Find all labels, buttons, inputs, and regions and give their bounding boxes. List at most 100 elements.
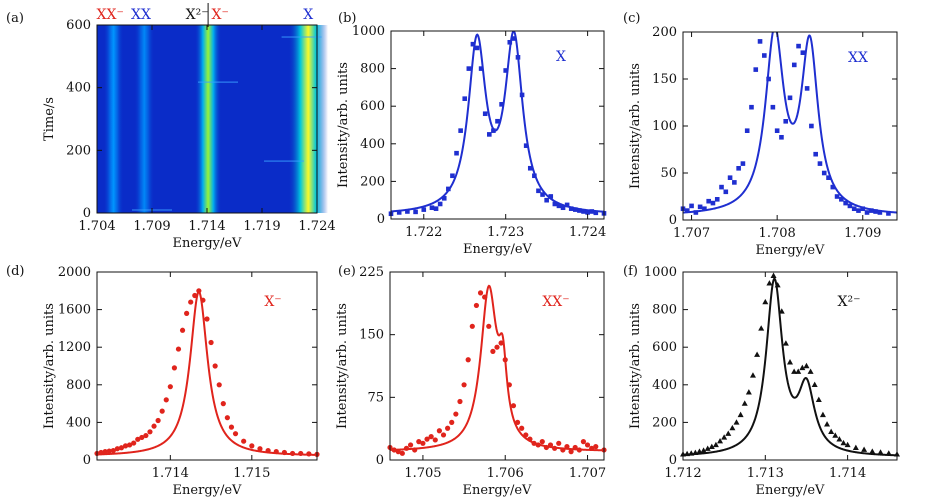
data-point — [249, 443, 255, 449]
data-point — [429, 205, 435, 211]
data-point — [869, 208, 874, 213]
data-point — [723, 189, 729, 195]
data-point — [477, 290, 484, 296]
data-point — [828, 428, 835, 434]
data-point — [413, 209, 418, 215]
emission-line — [103, 25, 124, 213]
data-point — [228, 424, 235, 430]
blink-streak — [198, 81, 238, 83]
data-point — [684, 450, 691, 457]
data-point — [787, 359, 793, 365]
x-axis-label: Energy/eV — [756, 483, 826, 498]
y-tick-label: 100 — [652, 119, 677, 134]
y-tick-label: 400 — [652, 378, 677, 393]
data-point — [736, 166, 741, 171]
peak-annotation: X²⁻ — [838, 294, 861, 310]
data-point — [791, 62, 797, 68]
y-axis-label: Time/s — [42, 97, 57, 141]
data-point — [102, 448, 108, 455]
data-point — [774, 128, 780, 133]
data-point — [830, 184, 836, 190]
data-point — [745, 389, 752, 395]
emission-line — [134, 25, 155, 213]
data-point — [106, 448, 112, 454]
data-point — [98, 449, 104, 456]
data-point — [749, 104, 754, 110]
y-axis-label: Intensity/arb. units — [336, 62, 351, 188]
emission-line — [288, 25, 328, 213]
data-point — [257, 446, 263, 452]
data-point — [877, 449, 884, 455]
data-point — [306, 451, 312, 457]
data-point — [585, 210, 590, 215]
data-point — [241, 438, 247, 444]
data-point — [754, 351, 761, 357]
data-point — [143, 432, 149, 439]
data-point — [556, 440, 562, 446]
data-point — [807, 368, 814, 374]
data-point — [502, 357, 508, 363]
panel-e-xx-minus-spectrum: 1.705 1.706 1.707 0 75 150 225 Energy/eV Intensi… — [335, 264, 607, 498]
data-point — [437, 201, 443, 207]
data-point — [869, 448, 876, 454]
data-point — [791, 368, 798, 374]
data-point — [589, 209, 595, 214]
x-tick-label: 1.704 — [78, 219, 115, 234]
data-point — [510, 403, 517, 409]
data-point — [766, 280, 773, 286]
blink-streak — [281, 36, 322, 38]
x-tick-label: 1.707 — [673, 226, 710, 241]
x-axis-label: Energy/eV — [173, 483, 243, 498]
data-point — [753, 67, 759, 72]
data-point — [560, 205, 566, 211]
data-point — [824, 421, 831, 427]
data-point — [564, 202, 570, 208]
x-tick-label: 1.719 — [243, 219, 280, 234]
data-point — [770, 272, 777, 278]
peak-annotation: XX — [848, 50, 868, 66]
panel-label: (e) — [338, 264, 356, 279]
data-point — [700, 447, 707, 453]
x-tick-label: 1.722 — [405, 225, 442, 240]
data-point — [396, 210, 402, 215]
y-tick-label: 200 — [360, 174, 385, 189]
x-tick-label: 1.714 — [188, 219, 225, 234]
data-point — [844, 441, 851, 448]
peak-annotation: X — [556, 49, 566, 65]
x-tick-label: 1.707 — [569, 466, 606, 481]
data-point — [519, 425, 525, 431]
x-tick-label: 1.709 — [844, 226, 881, 241]
data-point — [714, 197, 720, 202]
emission-line — [194, 25, 222, 213]
data-point — [782, 340, 789, 346]
line-label: XX⁻ — [97, 7, 124, 23]
data-point — [836, 436, 843, 442]
data-point — [196, 288, 202, 294]
data-point — [774, 281, 781, 288]
y-tick-label: 1200 — [58, 340, 91, 355]
y-tick-label: 400 — [66, 81, 91, 96]
data-point — [131, 440, 137, 446]
data-point — [412, 447, 418, 453]
data-point — [804, 86, 810, 91]
y-tick-label: 600 — [652, 340, 677, 355]
data-point — [507, 39, 513, 45]
data-point — [568, 449, 574, 455]
y-tick-label: 200 — [652, 25, 677, 40]
x-tick-label: 1.709 — [133, 219, 170, 234]
fit-curve — [97, 290, 317, 456]
data-point — [200, 297, 206, 303]
data-point — [778, 308, 785, 314]
data-point — [432, 437, 438, 443]
y-tick-label: 225 — [359, 265, 384, 280]
data-point — [527, 165, 533, 171]
panel-b-x-spectrum: 1.722 1.723 1.724 0 200 400 600 800 1000 Energy/e… — [336, 11, 607, 257]
data-point — [461, 382, 467, 388]
y-tick-label: 1000 — [644, 265, 677, 280]
data-point — [454, 150, 459, 156]
data-point — [281, 449, 288, 456]
x-tick-label: 1.724 — [569, 225, 606, 240]
data-point — [523, 143, 529, 148]
data-point — [490, 348, 496, 354]
data-point — [749, 372, 756, 378]
